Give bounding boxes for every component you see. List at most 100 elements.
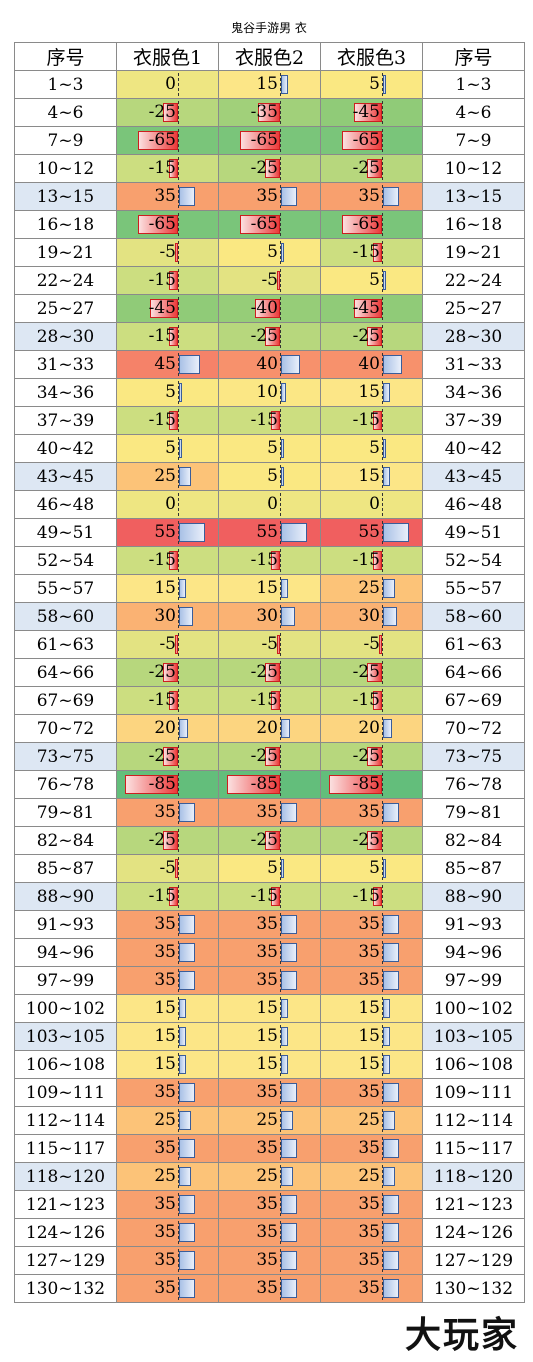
data-bar [281, 1167, 293, 1186]
value-label: -25 [352, 158, 380, 178]
value-cell-color-3: 35 [320, 1274, 423, 1303]
data-bar [281, 971, 298, 990]
value-label: 35 [256, 1250, 278, 1270]
bar-axis [178, 829, 179, 852]
data-bar [383, 187, 400, 206]
value-cell-color-1: -15 [116, 322, 219, 351]
value-label: 35 [358, 1222, 380, 1242]
row-index-left: 52~54 [14, 546, 117, 575]
page-title: 鬼谷手游男 衣 [231, 21, 307, 35]
data-bar [179, 1223, 196, 1242]
value-cell-color-2: 35 [218, 798, 321, 827]
data-bar [168, 551, 178, 570]
value-label: -15 [352, 410, 380, 430]
value-cell-color-3: 5 [320, 434, 423, 463]
header-index-right: 序号 [422, 42, 525, 71]
table-row: 115~117 35 35 35 115~117 [14, 1134, 525, 1163]
value-cell-color-1: 35 [116, 182, 219, 211]
data-bar [372, 551, 382, 570]
value-cell-color-3: -45 [320, 98, 423, 127]
data-bar [264, 159, 280, 178]
value-cell-color-2: 35 [218, 182, 321, 211]
value-label: 20 [154, 718, 176, 738]
data-bar [179, 943, 196, 962]
data-bar [383, 1055, 391, 1074]
data-bar [168, 411, 178, 430]
value-cell-color-2: -25 [218, 154, 321, 183]
data-bar [281, 943, 298, 962]
bar-axis [382, 969, 383, 992]
value-label: 35 [256, 1222, 278, 1242]
bar-axis [280, 409, 281, 432]
value-label: 15 [154, 1054, 176, 1074]
value-label: 0 [369, 494, 380, 514]
bar-axis [178, 101, 179, 124]
value-label: 25 [358, 578, 380, 598]
bar-axis [280, 1249, 281, 1272]
bar-axis [382, 1081, 383, 1104]
data-bar [372, 411, 382, 430]
value-label: -15 [148, 886, 176, 906]
value-cell-color-3: -65 [320, 210, 423, 239]
row-index-right: 40~42 [422, 434, 525, 463]
data-bar [179, 1167, 191, 1186]
value-cell-color-1: 35 [116, 910, 219, 939]
value-label: 35 [358, 186, 380, 206]
data-bar [281, 1027, 289, 1046]
bar-axis [178, 1081, 179, 1104]
data-bar [179, 1083, 196, 1102]
value-cell-color-2: 20 [218, 714, 321, 743]
bar-axis [178, 913, 179, 936]
data-bar [137, 215, 178, 234]
bar-axis [178, 885, 179, 908]
data-bar [239, 131, 280, 150]
value-cell-color-1: -25 [116, 826, 219, 855]
value-cell-color-2: -65 [218, 210, 321, 239]
value-label: -25 [250, 662, 278, 682]
value-label: 35 [256, 802, 278, 822]
value-cell-color-2: 35 [218, 1190, 321, 1219]
bar-axis [382, 269, 383, 292]
value-cell-color-3: 30 [320, 602, 423, 631]
data-bar [179, 607, 194, 626]
bar-axis [280, 521, 281, 544]
value-cell-color-2: -40 [218, 294, 321, 323]
value-label: 35 [256, 942, 278, 962]
data-bar [281, 75, 289, 94]
bar-axis [178, 1165, 179, 1188]
data-bar [366, 159, 382, 178]
value-label: 35 [256, 1278, 278, 1298]
table-row: 37~39 -15 -15 -15 37~39 [14, 406, 525, 435]
value-label: -5 [261, 634, 278, 654]
row-index-left: 76~78 [14, 770, 117, 799]
data-bar [179, 523, 205, 542]
data-bar [383, 271, 386, 290]
bar-axis [178, 941, 179, 964]
row-index-right: 103~105 [422, 1022, 525, 1051]
data-bar [179, 803, 196, 822]
table-row: 58~60 30 30 30 58~60 [14, 602, 525, 631]
data-bar [383, 1251, 400, 1270]
value-label: 35 [256, 1194, 278, 1214]
data-bar [281, 607, 296, 626]
bar-axis [280, 269, 281, 292]
value-cell-color-3: 5 [320, 266, 423, 295]
bar-axis [382, 773, 383, 796]
bar-axis [382, 717, 383, 740]
row-index-right: 16~18 [422, 210, 525, 239]
row-index-right: 70~72 [422, 714, 525, 743]
row-index-left: 91~93 [14, 910, 117, 939]
value-cell-color-2: 15 [218, 574, 321, 603]
table-row: 97~99 35 35 35 97~99 [14, 966, 525, 995]
row-index-right: 55~57 [422, 574, 525, 603]
value-cell-color-3: -25 [320, 742, 423, 771]
value-label: 45 [154, 354, 176, 374]
value-label: 35 [154, 942, 176, 962]
bar-axis [382, 1025, 383, 1048]
bar-axis [382, 661, 383, 684]
row-index-right: 10~12 [422, 154, 525, 183]
value-cell-color-3: -45 [320, 294, 423, 323]
value-label: -15 [250, 886, 278, 906]
value-cell-color-2: 30 [218, 602, 321, 631]
data-bar [227, 775, 280, 794]
